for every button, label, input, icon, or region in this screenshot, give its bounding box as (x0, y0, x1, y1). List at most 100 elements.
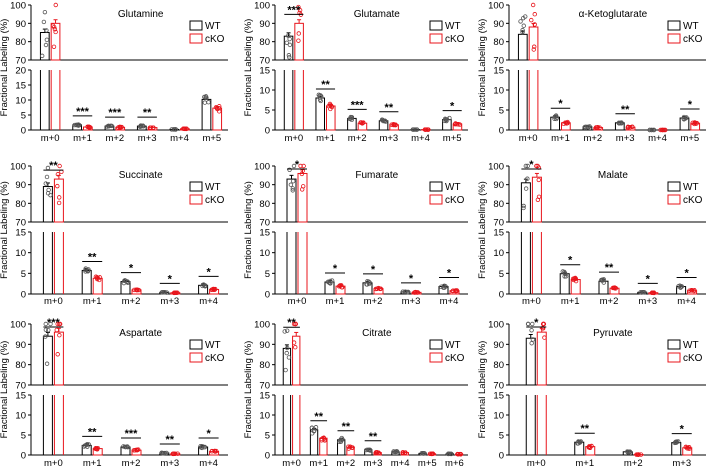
legend-swatch (429, 352, 443, 363)
data-point (366, 281, 372, 287)
data-point (53, 29, 58, 35)
legend-label: WT (445, 182, 461, 193)
data-point (43, 42, 49, 48)
y-tick-label: 5 (21, 111, 26, 122)
legend-swatch (189, 181, 203, 192)
bar-wt (42, 335, 53, 386)
legend-label: WT (683, 182, 699, 193)
data-point (43, 321, 48, 327)
legend-label: cKO (205, 353, 225, 364)
data-point (284, 328, 290, 333)
chart-panel-pyruvate: 70 80 90 100 0 5 10 15 Fractional Labeling (%) Py… (477, 317, 706, 469)
data-point (383, 119, 388, 124)
data-point (201, 282, 206, 287)
data-point (694, 120, 700, 126)
data-point (530, 2, 536, 8)
y-tick-label: 0 (265, 451, 270, 462)
legend-swatch (189, 352, 203, 363)
data-point (48, 192, 53, 198)
data-point (663, 127, 668, 133)
y-tick-label: 100 (488, 320, 504, 331)
data-point (616, 121, 622, 126)
data-point (456, 452, 461, 457)
data-point (93, 446, 98, 451)
data-point (44, 174, 50, 180)
data-point (689, 288, 694, 293)
data-point (51, 44, 57, 49)
bar-wt (81, 269, 92, 295)
legend-swatch (189, 339, 203, 350)
data-point (683, 444, 689, 450)
y-tick-label: 10 (259, 86, 270, 97)
data-point (291, 340, 297, 345)
significance-label: * (680, 424, 685, 436)
x-tick-label: m+2 (122, 458, 141, 469)
x-tick-label: m+1 (551, 133, 570, 144)
data-point (39, 53, 45, 59)
data-point (46, 327, 51, 333)
x-tick-label: m+1 (309, 458, 328, 469)
y-tick-label: 15 (259, 391, 270, 402)
data-point (393, 122, 398, 127)
bar-cko (326, 105, 336, 131)
data-point (523, 186, 529, 191)
y-tick-label: 10 (15, 248, 26, 259)
data-point (349, 114, 355, 120)
data-point (594, 125, 600, 130)
legend-swatch (667, 33, 681, 44)
significance-label: * (206, 428, 211, 440)
legend-swatch (189, 33, 203, 44)
y-tick-label: 100 (10, 1, 26, 12)
data-point (684, 115, 689, 120)
data-point (282, 329, 287, 334)
data-point (564, 121, 569, 126)
panel-title: Succinate (119, 170, 163, 181)
data-point (389, 122, 394, 127)
y-tick-label: 10 (493, 411, 504, 422)
data-point (419, 451, 424, 456)
data-point (83, 269, 88, 274)
data-point (286, 53, 292, 58)
data-point (175, 451, 180, 456)
data-point (534, 163, 539, 169)
y-axis-label: Fractional Labeling (%) (243, 341, 254, 439)
y-axis-label: Fractional Labeling (%) (0, 19, 10, 117)
chart-panel-glutamine: 70 80 90 100 0 5 10 15 20 Fractional Labeling (%)… (0, 1, 228, 144)
data-point (198, 445, 204, 450)
data-point (523, 163, 529, 169)
data-point (287, 167, 292, 173)
data-point (109, 123, 114, 129)
y-tick-label: 80 (493, 199, 504, 210)
data-point (53, 2, 58, 8)
x-tick-label: m+5 (418, 458, 437, 469)
y-tick-label: 0 (21, 290, 26, 301)
x-tick-label: m+4 (677, 296, 696, 307)
legend-label: WT (683, 340, 699, 351)
data-point (414, 127, 420, 132)
data-point (317, 97, 323, 102)
data-point (55, 321, 60, 327)
x-tick-label: m+4 (411, 133, 430, 144)
significance-label: * (168, 273, 173, 285)
significance-label: ** (385, 102, 394, 114)
significance-label: * (646, 273, 651, 285)
significance-label: ** (49, 160, 58, 172)
significance-label: *** (108, 107, 122, 119)
y-tick-label: 100 (10, 320, 26, 331)
data-point (403, 289, 408, 294)
legend-swatch (667, 352, 681, 363)
y-tick-label: 70 (493, 56, 504, 67)
data-point (683, 116, 688, 121)
data-point (525, 321, 531, 327)
data-point (286, 33, 291, 39)
y-axis-label: Fractional Labeling (%) (477, 341, 488, 439)
data-point (457, 451, 463, 457)
x-tick-label: m+0 (284, 133, 303, 144)
x-tick-label: m+3 (364, 458, 383, 469)
significance-label: * (295, 159, 300, 171)
chart-panel--ketoglutarate: 70 80 90 100 0 5 10 15 Fractional Labeling (%) α-… (477, 1, 706, 144)
data-point (122, 444, 128, 449)
data-point (43, 181, 48, 186)
data-point (170, 451, 175, 456)
x-tick-label: m+3 (160, 458, 179, 469)
